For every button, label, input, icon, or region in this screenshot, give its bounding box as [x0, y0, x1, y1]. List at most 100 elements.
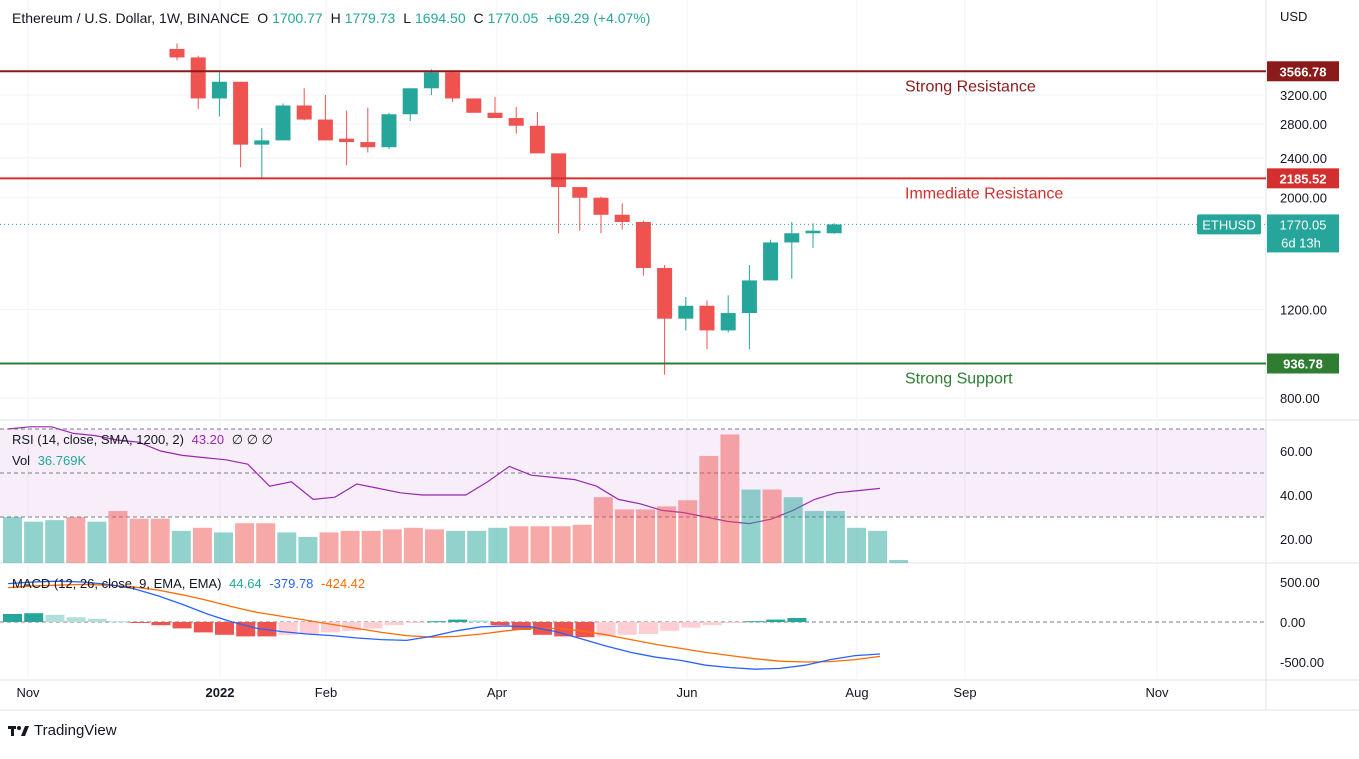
volume-bar: [572, 524, 592, 563]
volume-bar: [192, 527, 212, 563]
macd-signal-value: -424.42: [321, 576, 366, 591]
candle-body: [593, 197, 609, 215]
volume-bar: [298, 536, 318, 563]
macd-signal-line: [7, 583, 881, 663]
volume-bar: [593, 497, 613, 563]
macd-histogram-bar: [617, 622, 637, 635]
strong-resistance-tag: [1267, 61, 1339, 82]
macd-histogram-bar: [448, 619, 468, 622]
strong-support-tag: [1267, 353, 1339, 374]
volume-bar: [530, 526, 550, 563]
candle-body: [529, 125, 545, 154]
volume-bar: [150, 518, 170, 563]
candle-body: [169, 48, 185, 58]
macd-histogram-bar: [321, 622, 340, 633]
macd-histogram-bar: [787, 618, 807, 622]
macd-histogram-bar: [87, 618, 107, 622]
immediate-resistance-annotation: Immediate Resistance: [905, 185, 1063, 202]
candle-body: [487, 112, 503, 119]
open-label: O: [257, 10, 269, 26]
macd-histogram-bar: [342, 622, 362, 631]
macd-histogram-bar: [596, 622, 616, 637]
volume-bar: [678, 500, 698, 563]
macd-histogram-bar: [172, 622, 192, 629]
volume-bar: [403, 527, 423, 563]
macd-histogram-bar: [405, 622, 425, 623]
change-value: +69.29 (+4.07%): [546, 10, 651, 26]
macd-histogram-bar: [193, 622, 213, 633]
macd-histogram-bar: [702, 622, 722, 626]
macd-histogram-bar: [745, 621, 764, 623]
tradingview-brand[interactable]: TradingView: [8, 722, 117, 739]
candle-body: [190, 57, 206, 99]
volume-bar: [129, 518, 149, 563]
volume-bar: [87, 521, 107, 563]
volume-bar: [614, 509, 634, 563]
volume-value: 36.769K: [37, 453, 87, 468]
time-axis-label: 2022: [206, 685, 235, 700]
volume-bar: [868, 530, 888, 563]
high-value: 1779.73: [344, 10, 396, 26]
macd-histogram-bar: [109, 621, 128, 623]
volume-bar: [256, 523, 276, 563]
candle-body: [805, 230, 821, 234]
macd-histogram-bar: [766, 619, 786, 622]
candle-body: [741, 280, 757, 314]
volume-bar: [762, 489, 782, 563]
price-axis-label: 2000.00: [1280, 191, 1327, 206]
macd-histogram-bar: [299, 622, 319, 634]
symbol-legend: Ethereum / U.S. Dollar, 1W, BINANCE O 170…: [12, 10, 654, 26]
macd-histogram-bar: [427, 621, 446, 623]
candle-body: [360, 142, 376, 148]
volume-bar: [340, 530, 360, 563]
strong-support-annotation: Strong Support: [905, 371, 1013, 388]
macd-axis-label: -500.00: [1280, 655, 1324, 670]
candle-body: [381, 114, 397, 148]
volume-legend[interactable]: Vol 36.769K: [12, 453, 86, 468]
candle-body: [423, 72, 439, 89]
volume-bar: [45, 520, 65, 563]
current-price-tag: [1267, 214, 1339, 253]
rsi-extras: ∅ ∅ ∅: [231, 432, 273, 447]
macd-legend[interactable]: MACD (12, 26, close, 9, EMA, EMA) 44.64 …: [12, 576, 365, 591]
macd-histogram-bar: [639, 622, 658, 634]
candle-body: [296, 105, 312, 120]
price-axis-label: 2800.00: [1280, 117, 1327, 132]
price-axis-label: 2400.00: [1280, 151, 1327, 166]
volume-bar: [66, 517, 86, 563]
macd-value: 44.64: [229, 576, 262, 591]
brand-name: TradingView: [34, 722, 117, 739]
macd-histogram-bar: [384, 622, 404, 626]
rsi-axis-label: 40.00: [1280, 488, 1313, 503]
close-value: 1770.05: [487, 10, 539, 26]
candle-body: [508, 118, 524, 126]
macd-histogram-bar: [723, 622, 743, 623]
macd-histogram-bar: [45, 614, 65, 622]
strong-support-tag-text: 936.78: [1283, 357, 1323, 372]
close-label: C: [473, 10, 484, 26]
volume-bar: [889, 559, 909, 563]
price-axis-label: 3200.00: [1280, 88, 1327, 103]
rsi-legend[interactable]: RSI (14, close, SMA, 1200, 2) 43.20 ∅ ∅ …: [12, 432, 273, 448]
macd-histogram-bar: [363, 622, 383, 629]
macd-histogram-bar: [660, 622, 680, 631]
macd-axis-label: 500.00: [1280, 575, 1320, 590]
symbol-title[interactable]: Ethereum / U.S. Dollar, 1W, BINANCE: [12, 10, 250, 26]
current-price-tag-text: 1770.05: [1280, 217, 1327, 232]
volume-bar: [446, 530, 466, 563]
strong-resistance-tag-text: 3566.78: [1280, 64, 1327, 79]
low-value: 1694.50: [415, 10, 466, 26]
low-label: L: [403, 10, 411, 26]
tradingview-logo-icon: [8, 725, 29, 736]
volume-bar: [657, 506, 677, 563]
volume-bar: [509, 526, 529, 563]
candle-body: [233, 81, 249, 145]
candle-body: [614, 214, 630, 222]
candle-body: [466, 98, 482, 113]
candle-body: [678, 305, 694, 319]
immediate-resistance-tag: [1267, 168, 1339, 189]
candle-body: [445, 72, 461, 99]
candle-body: [763, 242, 779, 281]
macd-name: MACD (12, 26, close, 9, EMA, EMA): [12, 576, 222, 591]
